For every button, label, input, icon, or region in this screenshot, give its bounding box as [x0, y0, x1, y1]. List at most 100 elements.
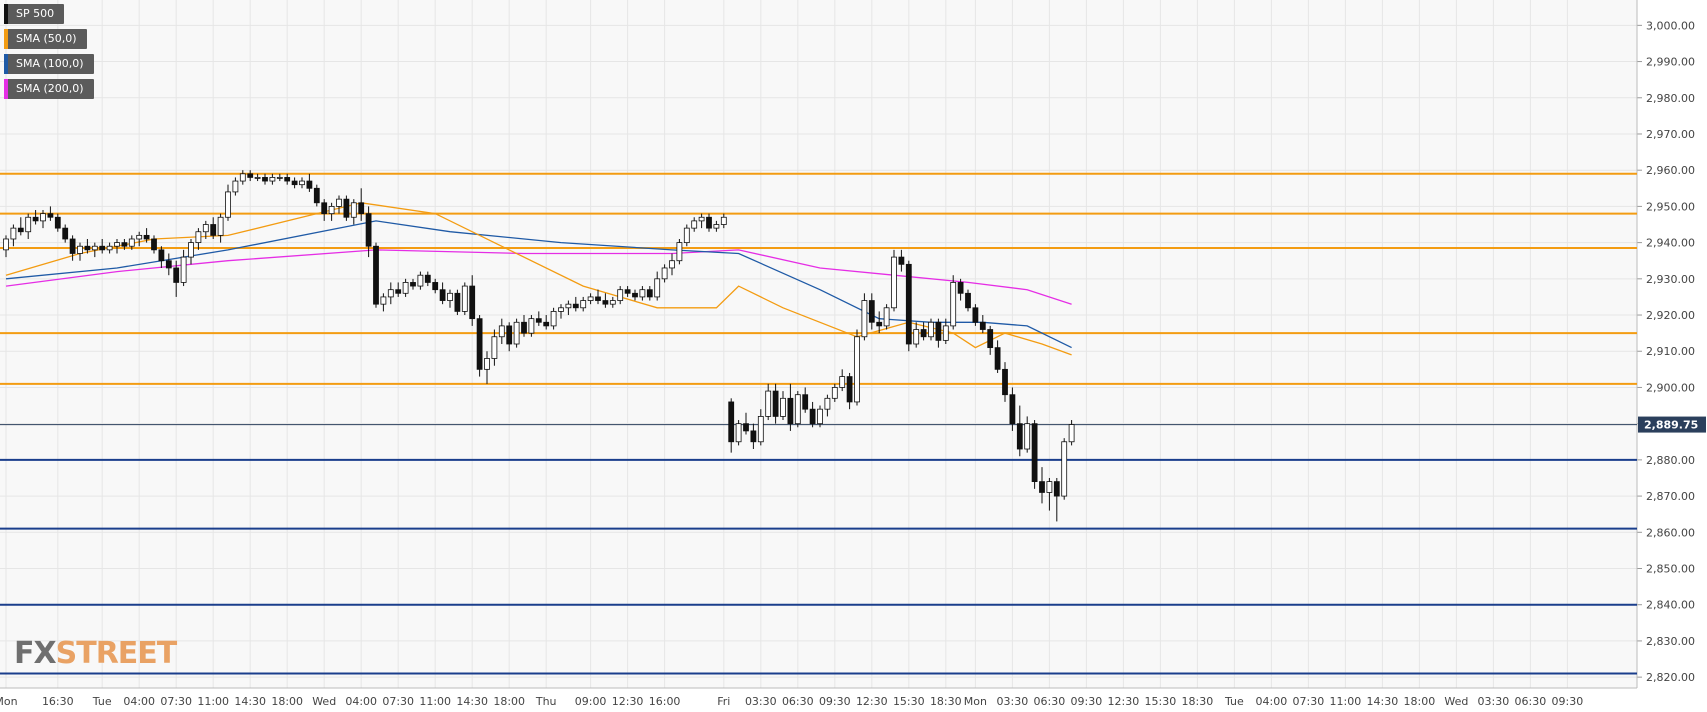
candle-body: [306, 180, 313, 189]
candle-body: [1031, 423, 1038, 482]
candle-body: [276, 177, 283, 179]
x-tick-label: 09:30: [819, 695, 851, 708]
candle-body: [232, 180, 239, 193]
candle-body: [543, 321, 550, 327]
candle-body: [994, 347, 1001, 370]
candle-body: [646, 289, 653, 298]
fxstreet-logo: FXSTREET: [14, 636, 178, 671]
candle-body: [313, 187, 320, 204]
candle-body: [106, 245, 113, 251]
x-tick-label: Thu: [535, 695, 557, 708]
candle-body: [750, 430, 757, 443]
candle-body: [550, 311, 557, 327]
candle-body: [387, 289, 394, 298]
x-tick-label: Wed: [312, 695, 336, 708]
candle-body: [447, 292, 453, 301]
candle-body: [765, 390, 772, 417]
candle-body: [987, 329, 994, 349]
x-tick-label: 04:00: [345, 695, 377, 708]
candle-body: [535, 318, 542, 323]
candle-body: [217, 216, 224, 236]
candle-body: [254, 177, 261, 179]
candle-body: [262, 177, 268, 182]
candle-body: [269, 177, 276, 182]
candle-body: [632, 292, 638, 298]
candle-body: [365, 213, 372, 247]
x-tick-label: 07:30: [382, 695, 414, 708]
candle-body: [1016, 423, 1023, 450]
candle-body: [91, 245, 98, 251]
legend-item-price[interactable]: SP 500: [4, 4, 65, 24]
candle-body: [706, 216, 712, 229]
candle-body: [210, 224, 217, 236]
candle-body: [114, 242, 120, 247]
candle-body: [151, 238, 157, 251]
candle-body: [17, 227, 24, 233]
candle-body: [128, 238, 135, 247]
candle-body: [180, 256, 187, 283]
y-tick-label: 2,930.00: [1646, 273, 1695, 286]
legend-item-sma200[interactable]: SMA (200,0): [4, 79, 94, 99]
candle-body: [121, 242, 128, 247]
legend-item-sma50[interactable]: SMA (50,0): [4, 29, 87, 49]
candle-body: [861, 300, 868, 338]
sma100-line: [5, 220, 1072, 349]
candle-body: [728, 401, 735, 443]
candle-body: [817, 408, 823, 425]
x-tick-label: 03:30: [997, 695, 1029, 708]
x-tick-label: 03:30: [745, 695, 777, 708]
candle-body: [188, 242, 194, 258]
candle-body: [802, 394, 809, 410]
x-tick-label: 11:00: [419, 695, 451, 708]
y-tick-label: 2,920.00: [1646, 309, 1695, 322]
y-tick-label: 2,990.00: [1646, 56, 1695, 69]
candle-body: [876, 321, 883, 327]
candle-body: [158, 249, 165, 262]
x-tick-label: 09:00: [575, 695, 607, 708]
candle-body: [84, 245, 91, 251]
x-tick-label: 18:00: [271, 695, 303, 708]
candle-body: [683, 227, 690, 244]
candle-body: [1053, 481, 1060, 497]
candle-body: [905, 263, 912, 345]
y-tick-label: 2,880.00: [1646, 454, 1695, 467]
x-tick-label: 04:00: [123, 695, 155, 708]
candle-body: [476, 318, 483, 370]
x-tick-label: 18:30: [1182, 695, 1214, 708]
candle-body: [77, 245, 83, 254]
logo-street: STREET: [55, 636, 178, 671]
x-tick-label: 03:30: [1478, 695, 1510, 708]
plot-background: [0, 0, 1637, 688]
last-price-tag: [1638, 416, 1706, 433]
candle-body: [617, 289, 624, 301]
candle-body: [225, 191, 231, 218]
x-tick-label: Tue: [1224, 695, 1244, 708]
x-tick-label: 18:00: [493, 695, 525, 708]
candle-body: [572, 303, 579, 309]
candle-body: [661, 267, 668, 280]
legend-item-sma100[interactable]: SMA (100,0): [4, 54, 94, 74]
y-tick-label: 2,900.00: [1646, 381, 1695, 394]
candle-body: [935, 321, 942, 341]
candle-body: [402, 282, 409, 294]
candle-body: [691, 220, 698, 229]
candle-body: [469, 285, 476, 320]
y-tick-label: 2,870.00: [1646, 490, 1695, 503]
x-tick-label: 15:30: [893, 695, 925, 708]
x-tick-label: 16:30: [42, 695, 74, 708]
sma50-line: [5, 202, 1072, 356]
candle-body: [669, 260, 675, 269]
x-axis-background: [0, 688, 1637, 712]
candle-body: [321, 202, 328, 215]
y-tick-label: 2,960.00: [1646, 164, 1695, 177]
legend-label: SMA (200,0): [16, 82, 84, 95]
candle-body: [1002, 368, 1008, 396]
y-tick-label: 3,000.00: [1646, 19, 1695, 32]
candle-body: [698, 216, 705, 222]
x-tick-label: 11:00: [1330, 695, 1362, 708]
candle-body: [1024, 423, 1031, 450]
legend-swatch: [4, 4, 8, 24]
candle-body: [461, 285, 468, 312]
candle-body: [373, 245, 379, 305]
